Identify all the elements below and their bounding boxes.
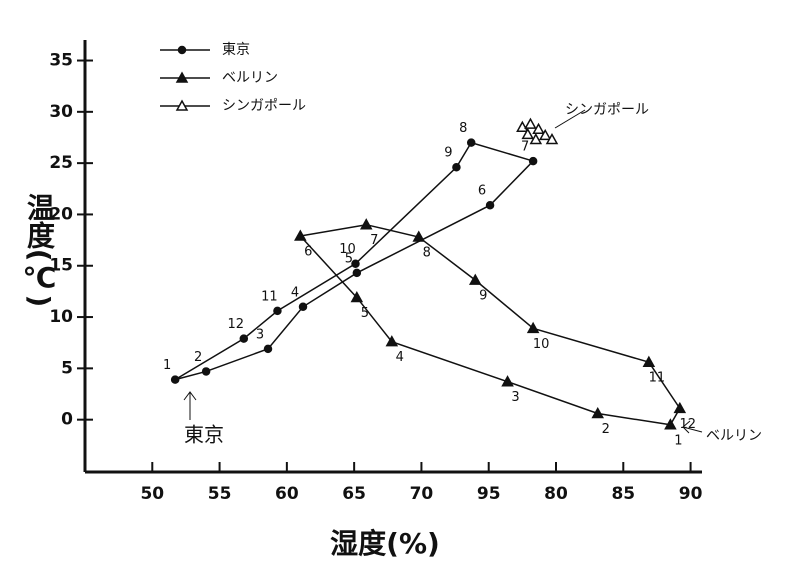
data-point (239, 334, 249, 343)
x-tick-label: 50 (140, 484, 164, 504)
point-label: 11 (649, 371, 666, 386)
x-tick-label: 60 (275, 484, 299, 504)
data-point (201, 367, 211, 376)
data-point (350, 291, 364, 303)
point-label: 10 (339, 242, 356, 257)
legend-text: ベルリン (222, 70, 278, 86)
data-point (351, 259, 360, 268)
data-point (273, 306, 282, 316)
series-line (298, 223, 681, 426)
legend-marker (177, 45, 187, 55)
data-point (263, 344, 273, 354)
data-point (352, 268, 362, 278)
data-point (532, 122, 545, 135)
point-label: 9 (479, 289, 487, 304)
data-point (466, 138, 476, 147)
legend-text: 東京 (222, 42, 250, 58)
y-tick-label: 30 (49, 102, 73, 122)
data-point (170, 375, 180, 384)
data-point (359, 218, 373, 230)
point-label: 4 (291, 285, 299, 300)
data-point (529, 132, 543, 145)
point-label: 8 (423, 246, 431, 261)
y-tick-label: 0 (61, 410, 73, 430)
point-label: 5 (361, 306, 369, 321)
x-tick-label: 95 (477, 484, 501, 504)
data-point (412, 230, 426, 242)
annotation: シンガポール (565, 102, 649, 118)
data-point (521, 127, 535, 140)
point-label: 2 (194, 350, 202, 365)
y-tick-label: 25 (49, 153, 73, 173)
point-label: 1 (674, 433, 682, 448)
data-point (524, 117, 537, 129)
y-tick-label: 20 (49, 204, 73, 224)
point-label: 3 (511, 390, 519, 405)
data-point (664, 418, 677, 430)
annotation: ベルリン (706, 428, 762, 444)
y-tick-label: 5 (61, 358, 73, 378)
legend-text: シンガポール (222, 98, 306, 114)
x-tick-label: 90 (679, 484, 703, 504)
point-label: 4 (396, 350, 404, 365)
data-point (501, 375, 514, 387)
point-label: 6 (304, 244, 312, 259)
data-point (294, 229, 307, 241)
point-label: 7 (370, 233, 378, 248)
data-point (642, 355, 656, 367)
data-point (468, 273, 482, 285)
point-label: 8 (459, 121, 467, 136)
annotation-arrow (554, 109, 586, 129)
y-tick-label: 10 (49, 307, 73, 327)
data-point (516, 120, 529, 132)
y-axis-title: 温度(℃) (23, 192, 56, 307)
data-point (485, 200, 495, 210)
data-point (673, 401, 687, 414)
data-point (452, 162, 461, 172)
point-label: 6 (478, 184, 486, 199)
x-tick-label: 80 (544, 484, 568, 504)
data-point (591, 406, 604, 419)
data-point (528, 156, 538, 166)
point-label: 11 (261, 289, 278, 304)
data-point (385, 335, 399, 347)
x-tick-label: 55 (208, 484, 232, 504)
annotation-arrow (183, 391, 197, 420)
point-label: 7 (521, 140, 529, 155)
x-tick-label: 65 (342, 484, 366, 504)
point-label: 2 (602, 422, 610, 437)
point-label: 12 (680, 417, 697, 432)
x-tick-label: 70 (410, 484, 434, 504)
y-tick-label: 35 (49, 51, 73, 71)
x-tick-label: 85 (611, 484, 635, 504)
point-label: 3 (256, 327, 264, 342)
annotation-arrow (682, 420, 703, 434)
data-point (526, 321, 540, 334)
point-label: 10 (533, 337, 550, 352)
legend-marker (175, 71, 189, 83)
point-label: 1 (163, 358, 171, 373)
data-point (545, 132, 559, 145)
point-label: 5 (345, 251, 353, 266)
legend-marker (175, 99, 189, 111)
x-axis-title: 湿度(%) (330, 527, 440, 560)
y-tick-label: 15 (49, 256, 73, 276)
point-label: 9 (444, 146, 452, 161)
data-point (538, 128, 552, 141)
data-point (298, 302, 308, 312)
annotation: 東京 (184, 423, 224, 447)
point-label: 12 (228, 317, 245, 332)
